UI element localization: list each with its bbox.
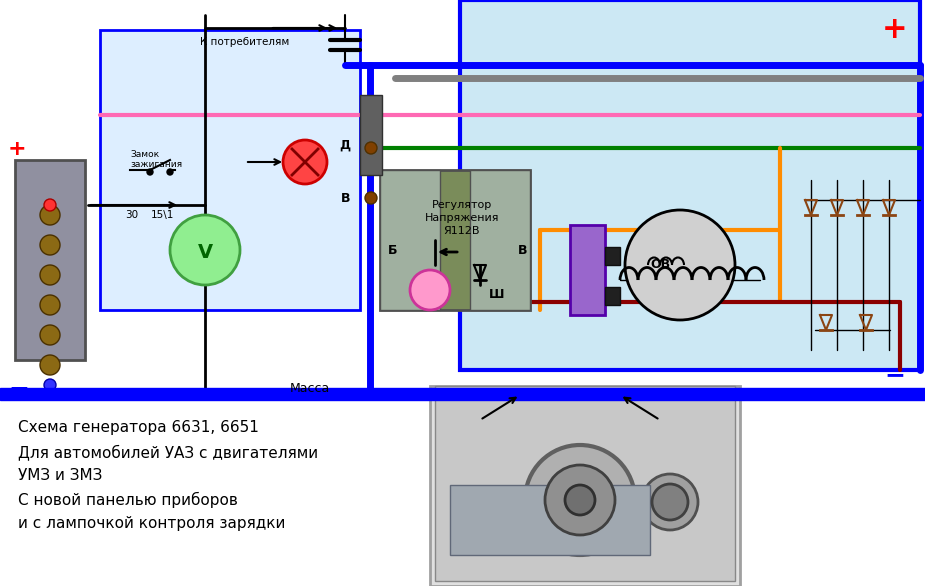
Circle shape (565, 485, 595, 515)
Text: −: − (8, 376, 29, 400)
Circle shape (44, 379, 56, 391)
Bar (450, 485, 650, 555)
Circle shape (283, 140, 327, 184)
Text: В: В (518, 244, 528, 257)
Text: ОВ: ОВ (650, 258, 670, 271)
Circle shape (40, 325, 60, 345)
Text: +: + (882, 15, 907, 45)
Bar (605, 247, 620, 265)
Circle shape (365, 142, 377, 154)
Text: +: + (8, 139, 27, 159)
Circle shape (625, 210, 735, 320)
Text: 30: 30 (126, 210, 139, 220)
Circle shape (40, 205, 60, 225)
Bar (380, 170, 440, 310)
Circle shape (525, 445, 635, 555)
Bar (570, 225, 605, 315)
Text: В: В (340, 192, 350, 205)
Circle shape (40, 235, 60, 255)
Circle shape (545, 465, 615, 535)
Text: Ш: Ш (489, 288, 505, 302)
Bar (470, 170, 530, 310)
Text: Б: Б (388, 244, 398, 257)
Bar (360, 95, 382, 175)
Text: Масса: Масса (290, 381, 330, 394)
Text: УМЗ и ЗМЗ: УМЗ и ЗМЗ (18, 468, 103, 483)
Text: Регулятор
Напряжения
Я112В: Регулятор Напряжения Я112В (425, 200, 500, 236)
Circle shape (170, 215, 240, 285)
Circle shape (40, 295, 60, 315)
Bar (460, 0, 920, 370)
Text: Для автомобилей УАЗ с двигателями: Для автомобилей УАЗ с двигателями (18, 444, 318, 460)
Bar (0, 388, 925, 400)
Text: −: − (884, 363, 906, 387)
Text: Схема генератора 6631, 6651: Схема генератора 6631, 6651 (18, 420, 259, 435)
Circle shape (410, 270, 450, 310)
Text: и с лампочкой контроля зарядки: и с лампочкой контроля зарядки (18, 516, 286, 531)
Bar (380, 170, 530, 310)
Bar (100, 30, 360, 310)
Text: С новой панелью приборов: С новой панелью приборов (18, 492, 238, 508)
Circle shape (365, 192, 377, 204)
Circle shape (642, 474, 698, 530)
Circle shape (40, 265, 60, 285)
Circle shape (167, 169, 173, 175)
Text: Д: Д (339, 138, 350, 152)
Text: Замок
зажигания: Замок зажигания (130, 150, 182, 169)
Bar (435, 386, 735, 581)
Circle shape (44, 199, 56, 211)
Text: V: V (197, 243, 213, 261)
Bar (430, 386, 740, 586)
Text: К потребителям: К потребителям (201, 37, 290, 47)
Circle shape (652, 484, 688, 520)
Circle shape (147, 169, 153, 175)
Text: 15\1: 15\1 (150, 210, 174, 220)
Bar (605, 287, 620, 305)
Circle shape (40, 355, 60, 375)
Bar (15, 160, 85, 360)
